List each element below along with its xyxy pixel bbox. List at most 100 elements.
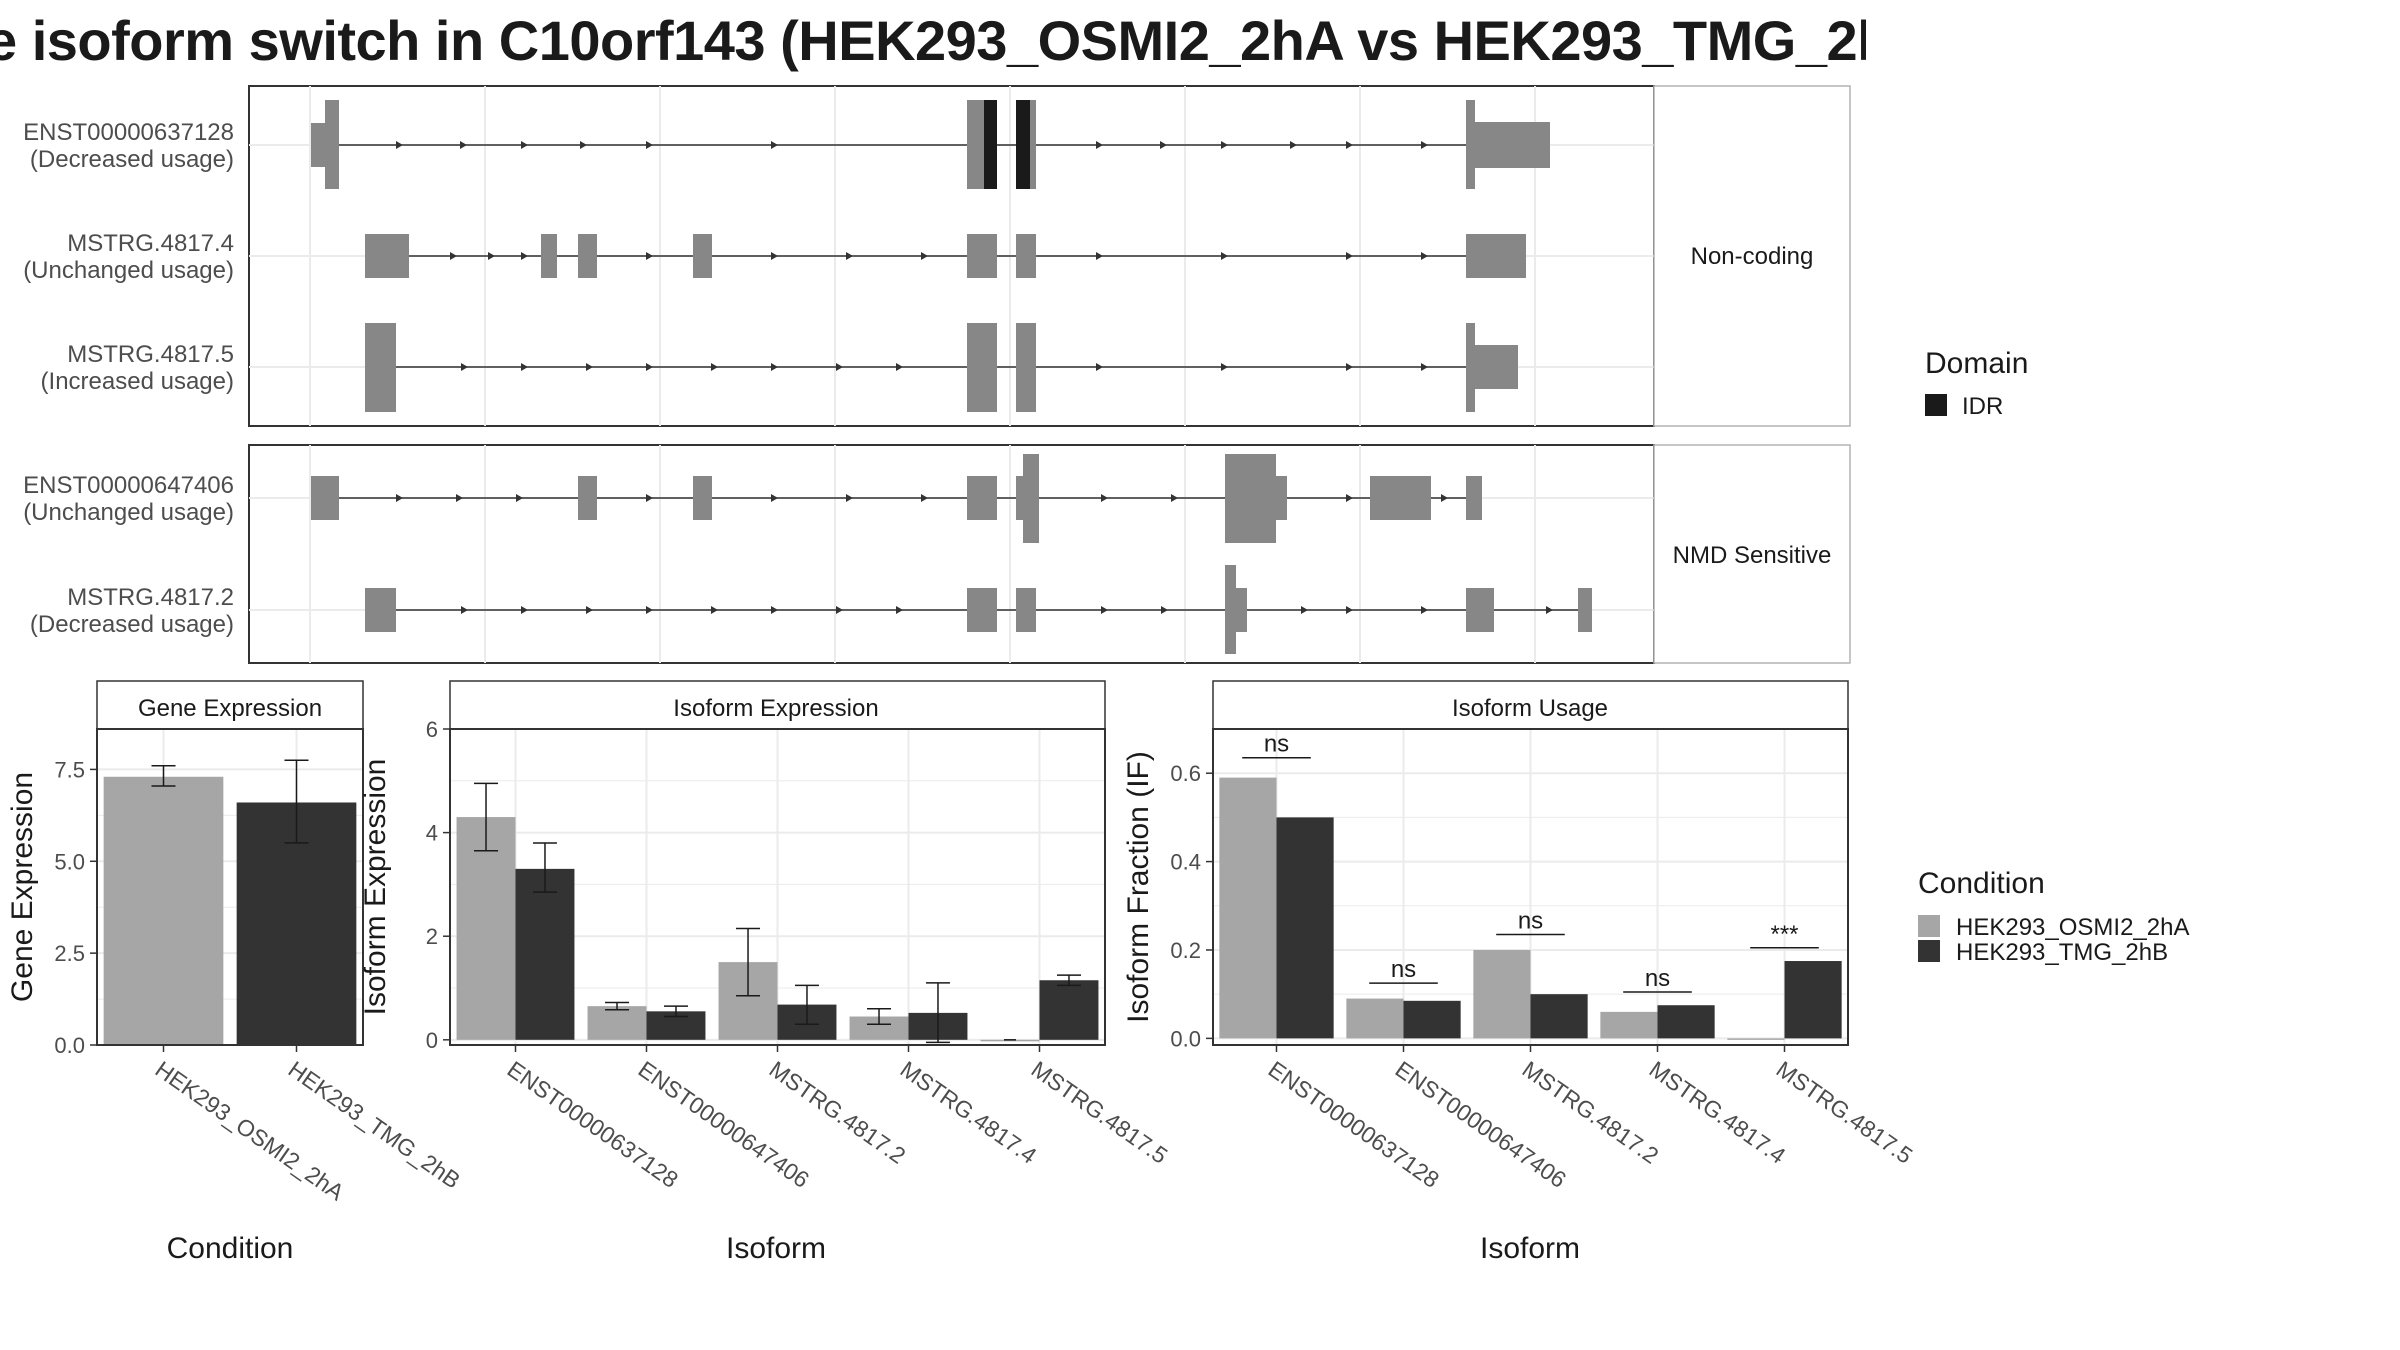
group-label-noncoding: Non-coding [1691, 243, 1814, 270]
isoform-row-enst00000637128 [311, 100, 1550, 189]
figure-title: e isoform switch in C10orf143 (HEK293_OS… [0, 9, 1866, 72]
y-tick-label: 4 [426, 821, 438, 846]
significance-label: *** [1770, 921, 1798, 948]
domain-legend-swatch [1925, 394, 1947, 416]
isoform-row-mstrg-4817-5 [365, 323, 1518, 412]
intron-arrows [396, 494, 1448, 502]
idr-domain [1016, 100, 1030, 189]
isoform-label-usage: (Decreased usage) [30, 611, 234, 638]
domain-legend-label: IDR [1962, 393, 2003, 420]
idr-domain [984, 100, 997, 189]
structure-panel-noncoding: Non-coding [248, 85, 1851, 427]
bar [1784, 961, 1842, 1039]
isoform-label-usage: (Decreased usage) [30, 146, 234, 173]
bar [1346, 998, 1404, 1039]
chart-title: Isoform Expression [673, 695, 878, 722]
error-bar [532, 842, 557, 893]
y-tick-label: 0.4 [1170, 850, 1201, 875]
y-tick-label: 0 [426, 1028, 438, 1053]
isoform-label-name: ENST00000647406 [23, 472, 234, 499]
bar [849, 1016, 909, 1040]
bar [587, 1006, 647, 1040]
significance-label: ns [1264, 731, 1289, 758]
x-tick-label: MSTRG.4817.4 [896, 1056, 1042, 1169]
condition-legend-swatch-a [1918, 915, 1940, 937]
y-axis-title: Isoform Fraction (IF) [1122, 751, 1155, 1023]
isoform-row-mstrg-4817-2 [365, 565, 1592, 654]
isoform-label-usage: (Unchanged usage) [23, 499, 234, 526]
intron-arrows [461, 363, 1428, 371]
significance-label: ns [1518, 908, 1543, 935]
isoform-label-name: MSTRG.4817.2 [67, 584, 234, 611]
chart-strip [96, 680, 364, 730]
plot-border [96, 728, 364, 1046]
error-bar [474, 782, 499, 852]
x-tick-label: MSTRG.4817.5 [1027, 1056, 1173, 1169]
isoform-label-name: MSTRG.4817.5 [67, 341, 234, 368]
error-bar [663, 1005, 688, 1018]
bar [1276, 817, 1334, 1039]
error-bar [867, 1007, 892, 1026]
strip-noncoding [1653, 85, 1851, 427]
condition-legend: Condition HEK293_OSMI2_2hA HEK293_TMG_2h… [1918, 867, 2189, 966]
intron-arrows [461, 606, 1553, 614]
x-tick-label: MSTRG.4817.5 [1772, 1056, 1918, 1169]
y-tick-label: 2.5 [54, 941, 85, 966]
intron-arrows [396, 141, 1428, 149]
error-bar [151, 764, 176, 787]
y-tick-label: 2 [426, 924, 438, 949]
significance-label: ns [1391, 956, 1416, 983]
chart-panel-1: Gene Expression0.02.55.07.5HEK293_OSMI2_… [6, 680, 465, 1265]
bar [1039, 980, 1099, 1040]
chart-panel-2: Isoform Expression0246ENST00000637128ENS… [359, 680, 1173, 1265]
bar [1473, 949, 1531, 1039]
chart-strip [449, 680, 1106, 730]
error-bar [925, 982, 950, 1044]
domain-legend: Domain IDR [1925, 347, 2028, 420]
isoform-label-usage: (Unchanged usage) [23, 257, 234, 284]
x-axis-title: Isoform [726, 1232, 826, 1265]
y-tick-label: 7.5 [54, 757, 85, 782]
group-label-nmd: NMD Sensitive [1673, 542, 1832, 569]
error-bar [736, 927, 761, 997]
x-axis-title: Condition [167, 1232, 294, 1265]
isoform-labels: ENST00000637128 (Decreased usage) MSTRG.… [23, 119, 234, 638]
significance-label: ns [1645, 965, 1670, 992]
isoform-label-name: ENST00000637128 [23, 119, 234, 146]
error-bar [794, 984, 819, 1026]
condition-legend-title: Condition [1918, 867, 2045, 900]
intron-arrows [450, 252, 1428, 260]
bar [1727, 1038, 1785, 1040]
y-tick-label: 0.6 [1170, 761, 1201, 786]
condition-legend-swatch-b [1918, 940, 1940, 962]
condition-legend-label-b: HEK293_TMG_2hB [1956, 939, 2168, 966]
x-tick-label: MSTRG.4817.4 [1645, 1056, 1791, 1169]
isoform-label-name: MSTRG.4817.4 [67, 230, 234, 257]
structure-panel-nmd: NMD Sensitive [248, 444, 1851, 664]
bar [1219, 777, 1277, 1039]
y-tick-label: 0.0 [54, 1033, 85, 1058]
x-axis-title: Isoform [1480, 1232, 1580, 1265]
bar [1657, 1005, 1715, 1039]
y-axis-title: Gene Expression [6, 772, 39, 1002]
domain-legend-title: Domain [1925, 347, 2028, 380]
bar-charts: Gene Expression0.02.55.07.5HEK293_OSMI2_… [6, 680, 1918, 1265]
isoform-label-usage: (Increased usage) [41, 368, 234, 395]
structure-panel-nmd-frame [248, 444, 1655, 664]
y-tick-label: 0.0 [1170, 1026, 1201, 1051]
bar [515, 868, 575, 1040]
y-axis-title: Isoform Expression [359, 759, 392, 1016]
y-tick-label: 5.0 [54, 849, 85, 874]
bar [103, 776, 224, 1045]
bar [1530, 994, 1588, 1039]
bar [456, 817, 516, 1040]
chart-title: Gene Expression [138, 695, 322, 722]
condition-legend-label-a: HEK293_OSMI2_2hA [1956, 914, 2189, 941]
error-bar [1056, 974, 1081, 987]
bar [1600, 1011, 1658, 1039]
isoform-row-enst00000647406 [311, 454, 1482, 543]
error-bar [284, 759, 309, 844]
y-tick-label: 6 [426, 717, 438, 742]
chart-panel-3: Isoform Usagensnsnsns***0.00.20.40.6ENST… [1122, 680, 1918, 1265]
strip-nmd [1653, 444, 1851, 664]
